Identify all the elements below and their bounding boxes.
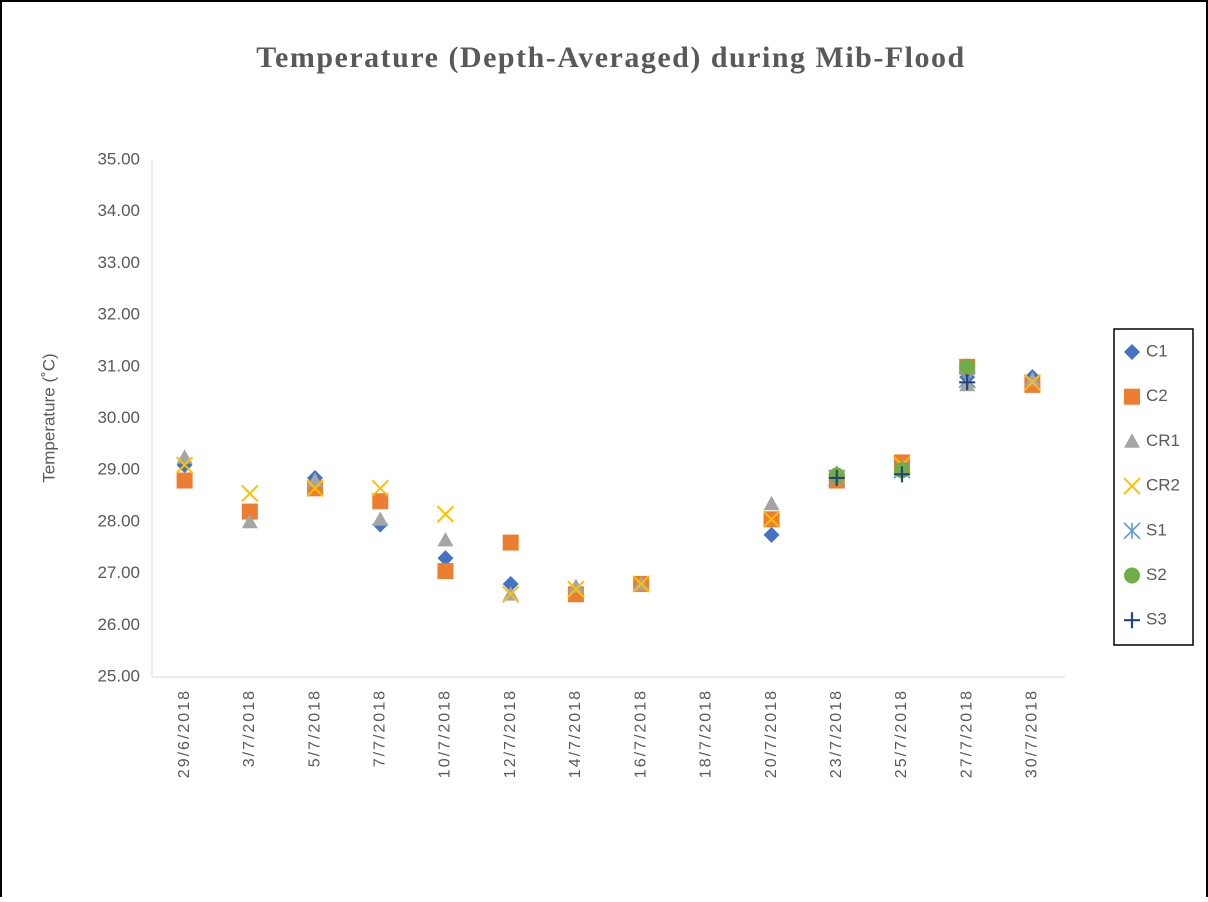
x-tick-label: 20/7/2018: [763, 689, 780, 778]
marker: [437, 563, 454, 580]
y-tick-label: 28.00: [97, 511, 140, 530]
x-tick-label: 27/7/2018: [958, 689, 975, 778]
marker: [241, 503, 258, 520]
marker: [567, 578, 584, 593]
marker: [959, 374, 976, 391]
x-tick-label: 30/7/2018: [1024, 689, 1041, 778]
x-tick-label: 25/7/2018: [893, 689, 910, 778]
marker: [763, 495, 780, 511]
legend-marker: [1124, 567, 1140, 584]
marker: [371, 479, 389, 498]
marker: [437, 550, 454, 567]
legend-marker: [1124, 612, 1140, 629]
marker: [372, 511, 389, 526]
marker: [306, 479, 324, 498]
marker: [763, 526, 780, 543]
legend-label: CR2: [1146, 476, 1180, 495]
y-tick-label: 32.00: [97, 305, 140, 324]
y-tick-label: 25.00: [97, 666, 140, 685]
legend-label: S3: [1146, 610, 1167, 629]
marker: [762, 510, 781, 529]
marker: [1024, 371, 1041, 387]
chart-title: Temperature (Depth-Averaged) during Mib-…: [256, 41, 965, 74]
y-tick-label: 29.00: [97, 460, 140, 479]
legend: [1113, 328, 1194, 646]
legend-label: S2: [1146, 565, 1167, 584]
x-tick-label: 16/7/2018: [632, 689, 649, 778]
x-tick-label: 18/7/2018: [698, 689, 715, 778]
x-tick-label: 29/6/2018: [176, 689, 193, 778]
x-tick-label: 10/7/2018: [437, 689, 454, 778]
marker: [436, 505, 455, 523]
x-tick-label: 3/7/2018: [241, 689, 258, 767]
marker: [828, 469, 845, 486]
x-tick-label: 7/7/2018: [371, 689, 388, 767]
y-tick-label: 26.00: [97, 615, 140, 634]
y-tick-label: 33.00: [97, 253, 140, 272]
marker: [893, 466, 910, 483]
x-tick-label: 12/7/2018: [502, 689, 519, 778]
legend-marker: [1124, 388, 1140, 405]
legend-marker: [1123, 477, 1141, 495]
legend-label: C2: [1146, 386, 1168, 405]
y-tick-label: 34.00: [97, 201, 140, 220]
y-tick-label: 30.00: [97, 408, 140, 427]
marker: [502, 575, 519, 592]
marker: [241, 484, 259, 503]
x-tick-label: 23/7/2018: [828, 689, 845, 778]
marker: [437, 531, 454, 547]
legend-label: CR1: [1146, 431, 1180, 450]
marker: [176, 472, 193, 489]
legend-label: C1: [1146, 341, 1168, 360]
y-tick-label: 31.00: [97, 356, 140, 375]
marker: [502, 534, 519, 551]
marker: [175, 456, 194, 474]
legend-marker: [1123, 522, 1141, 540]
legend-label: S1: [1146, 520, 1167, 539]
marker: [241, 513, 258, 529]
legend-marker: [1124, 433, 1140, 448]
legend-marker: [1124, 344, 1140, 360]
marker: [632, 575, 650, 593]
x-tick-label: 5/7/2018: [306, 689, 323, 767]
marker: [959, 358, 976, 375]
marker: [372, 493, 389, 510]
marker: [176, 449, 193, 464]
y-tick-label: 27.00: [97, 563, 140, 582]
y-tick-label: 35.00: [97, 149, 140, 168]
marker: [501, 585, 520, 603]
y-axis-label: Temperature (˚C): [39, 353, 58, 482]
marker: [567, 580, 585, 598]
x-tick-label: 14/7/2018: [567, 689, 584, 778]
marker: [1023, 373, 1042, 392]
